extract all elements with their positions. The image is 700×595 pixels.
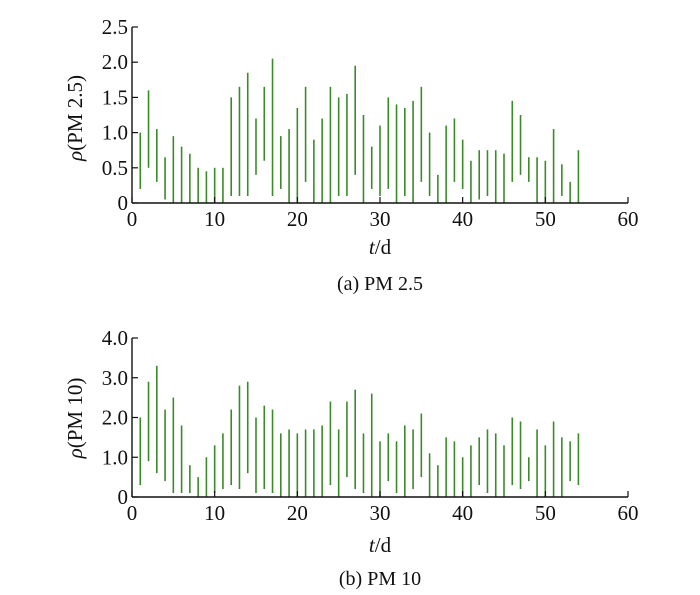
panel-b-x-ticks: 0 10 20 30 40 50 60 bbox=[127, 491, 639, 525]
panel-a-x-tick-label: 0 bbox=[127, 207, 138, 231]
panel-b-x-tick-label: 60 bbox=[618, 501, 639, 525]
panel-a-y-ticks: 0 0.5 1.0 1.5 2.0 2.5 bbox=[102, 15, 138, 215]
panel-b-y-tick-label: 2.0 bbox=[102, 406, 128, 430]
panel-b-x-axis-label: t/d bbox=[369, 533, 392, 557]
panel-a-x-tick-label: 60 bbox=[618, 207, 639, 231]
panel-a-y-axis-label: ρ(PM 2.5) bbox=[63, 75, 87, 162]
panel-a-y-tick-label: 0 bbox=[118, 191, 129, 215]
panel-b-x-tick-label: 20 bbox=[287, 501, 308, 525]
panel-a-x-tick-label: 30 bbox=[370, 207, 391, 231]
panel-b-caption: (b) PM 10 bbox=[339, 568, 421, 590]
panel-b-x-tick-label: 40 bbox=[452, 501, 473, 525]
panel-a-series bbox=[139, 58, 580, 203]
panel-b-y-tick-label: 4.0 bbox=[102, 326, 128, 350]
panel-b-y-axis-label: ρ(PM 10) bbox=[63, 378, 87, 460]
panel-b-x-tick-label: 30 bbox=[370, 501, 391, 525]
panel-a-caption: (a) PM 2.5 bbox=[337, 273, 423, 295]
panel-a-y-tick-label: 0.5 bbox=[102, 156, 128, 180]
panel-a-x-tick-label: 20 bbox=[287, 207, 308, 231]
panel-b-y-tick-label: 0 bbox=[118, 485, 129, 509]
panel-b-y-tick-label: 1.0 bbox=[102, 445, 128, 469]
panel-a-pm25: 0 0.5 1.0 1.5 2.0 2.5 0 10 20 30 40 50 60 ρ(PM 2.5)… bbox=[63, 15, 639, 295]
panel-a-x-tick-label: 50 bbox=[535, 207, 556, 231]
panel-b-x-tick-label: 10 bbox=[204, 501, 225, 525]
panel-a-x-ticks: 0 10 20 30 40 50 60 bbox=[127, 197, 639, 231]
panel-a-y-tick-label: 1.5 bbox=[102, 85, 128, 109]
panel-b-x-tick-label: 0 bbox=[127, 501, 138, 525]
panel-a-y-tick-label: 1.0 bbox=[102, 121, 128, 145]
panel-a-x-axis-label: t/d bbox=[369, 235, 392, 259]
panel-a-x-tick-label: 10 bbox=[204, 207, 225, 231]
panel-b-pm10: 0 1.0 2.0 3.0 4.0 0 10 20 30 40 50 60 ρ(PM 10) t/d… bbox=[63, 326, 639, 590]
panel-b-x-tick-label: 50 bbox=[535, 501, 556, 525]
panel-b-series bbox=[139, 365, 580, 497]
panel-a-y-tick-label: 2.5 bbox=[102, 15, 128, 39]
panel-b-y-tick-label: 3.0 bbox=[102, 366, 128, 390]
panel-a-y-tick-label: 2.0 bbox=[102, 50, 128, 74]
panel-a-x-tick-label: 40 bbox=[452, 207, 473, 231]
panel-b-y-ticks: 0 1.0 2.0 3.0 4.0 bbox=[102, 326, 138, 509]
